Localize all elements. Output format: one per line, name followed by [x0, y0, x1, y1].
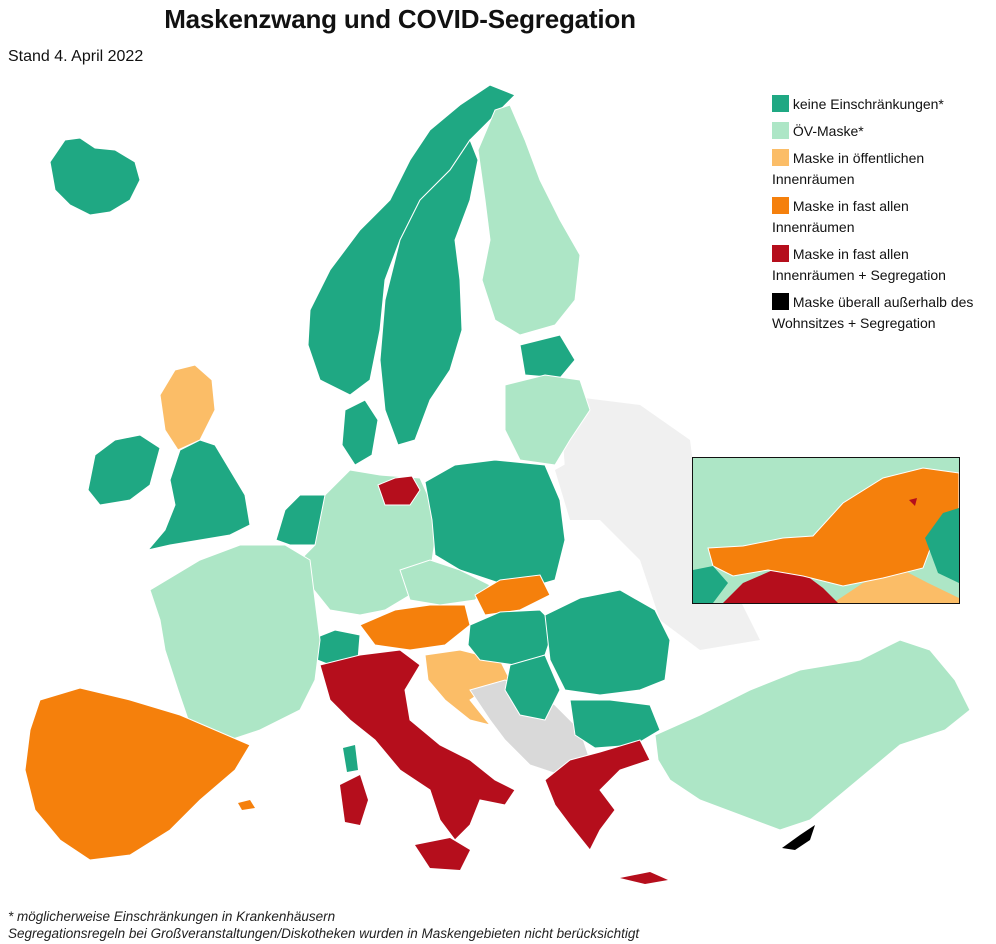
inset-region-south [833, 570, 959, 603]
region-poland [424, 459, 566, 591]
region-denmark [341, 399, 379, 466]
legend-label: Maske in fast allen Innenräumen + Segreg… [772, 246, 946, 283]
legend: keine Einschränkungen* ÖV-Maske* Maske i… [772, 94, 982, 340]
region-bulgaria [569, 699, 661, 749]
region-sardinia [340, 775, 368, 825]
legend-swatch-most-indoor [772, 197, 789, 214]
region-italy [319, 649, 516, 841]
region-france [149, 544, 321, 741]
legend-label: Maske überall außerhalb des Wohnsitzes +… [772, 294, 974, 331]
region-iceland [49, 137, 141, 216]
region-finland [477, 104, 581, 336]
inset-map-austria [692, 457, 960, 604]
region-sweden [379, 138, 479, 446]
legend-label: Maske in öffentlichen Innenräumen [772, 150, 925, 187]
region-scotland [159, 364, 216, 451]
legend-swatch-public-indoor [772, 149, 789, 166]
region-romania [544, 589, 671, 696]
legend-item-everywhere-seg: Maske überall außerhalb des Wohnsitzes +… [772, 292, 982, 334]
inset-region-vienna [909, 498, 917, 506]
legend-item-most-indoor-seg: Maske in fast allen Innenräumen + Segreg… [772, 244, 982, 286]
footnote-segregation: Segregationsregeln bei Großveranstaltung… [8, 926, 640, 941]
region-spain-portugal [24, 687, 251, 861]
legend-item-public-indoor: Maske in öffentlichen Innenräumen [772, 148, 982, 190]
region-slovakia [474, 574, 551, 616]
region-mecklenburg [377, 475, 421, 506]
legend-swatch-everywhere-seg [772, 293, 789, 310]
footnote-hospitals: * möglicherweise Einschränkungen in Kran… [8, 909, 336, 924]
region-baleares [238, 800, 255, 810]
region-crete [620, 872, 668, 884]
region-cyprus [782, 825, 815, 850]
inset-svg [693, 458, 959, 603]
legend-label: keine Einschränkungen* [792, 96, 944, 112]
region-corsica [343, 745, 358, 772]
legend-label: Maske in fast allen Innenräumen [772, 198, 909, 235]
region-turkey [654, 639, 971, 831]
legend-swatch-transit [772, 122, 789, 139]
region-serbia [504, 654, 561, 721]
legend-item-transit: ÖV-Maske* [772, 121, 982, 142]
legend-item-none: keine Einschränkungen* [772, 94, 982, 115]
region-ireland [87, 434, 161, 506]
region-greece [544, 739, 651, 851]
legend-item-most-indoor: Maske in fast allen Innenräumen [772, 196, 982, 238]
inset-region-hungary [925, 508, 959, 583]
legend-swatch-most-indoor-seg [772, 245, 789, 262]
inset-region-italy [723, 570, 838, 603]
map-title: Maskenzwang und COVID-Segregation [164, 4, 636, 34]
inset-region-switzerland [693, 566, 728, 603]
region-belarus-outside [555, 445, 650, 520]
region-sicily [415, 838, 470, 870]
region-estonia [519, 334, 576, 379]
map-subtitle: Stand 4. April 2022 [8, 48, 144, 65]
legend-label: ÖV-Maske* [792, 123, 864, 139]
region-latvia-lithuania [504, 374, 591, 466]
legend-swatch-none [772, 95, 789, 112]
footnotes: * möglicherweise Einschränkungen in Kran… [8, 908, 639, 942]
region-england-wales [146, 439, 251, 551]
